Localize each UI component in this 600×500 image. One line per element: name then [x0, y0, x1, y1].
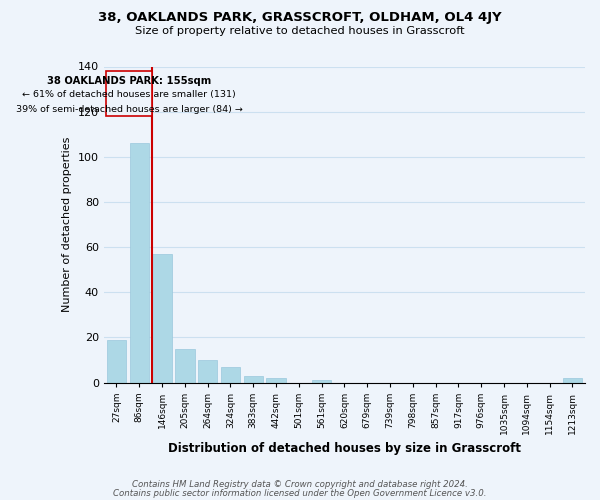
Bar	[198, 360, 217, 382]
Bar	[244, 376, 263, 382]
Text: 38, OAKLANDS PARK, GRASSCROFT, OLDHAM, OL4 4JY: 38, OAKLANDS PARK, GRASSCROFT, OLDHAM, O…	[98, 11, 502, 24]
Bar	[312, 380, 331, 382]
Text: 39% of semi-detached houses are larger (84) →: 39% of semi-detached houses are larger (…	[16, 105, 243, 114]
Y-axis label: Number of detached properties: Number of detached properties	[62, 137, 73, 312]
Text: Size of property relative to detached houses in Grasscroft: Size of property relative to detached ho…	[135, 26, 465, 36]
Bar	[175, 348, 194, 382]
Bar	[221, 366, 240, 382]
Text: 38 OAKLANDS PARK: 155sqm: 38 OAKLANDS PARK: 155sqm	[47, 76, 211, 86]
Bar	[563, 378, 582, 382]
Text: Contains public sector information licensed under the Open Government Licence v3: Contains public sector information licen…	[113, 489, 487, 498]
X-axis label: Distribution of detached houses by size in Grasscroft: Distribution of detached houses by size …	[168, 442, 521, 455]
Text: ← 61% of detached houses are smaller (131): ← 61% of detached houses are smaller (13…	[22, 90, 236, 99]
Bar	[130, 143, 149, 382]
Bar	[107, 340, 126, 382]
Bar	[266, 378, 286, 382]
Bar	[152, 254, 172, 382]
Text: Contains HM Land Registry data © Crown copyright and database right 2024.: Contains HM Land Registry data © Crown c…	[132, 480, 468, 489]
FancyBboxPatch shape	[106, 71, 152, 116]
